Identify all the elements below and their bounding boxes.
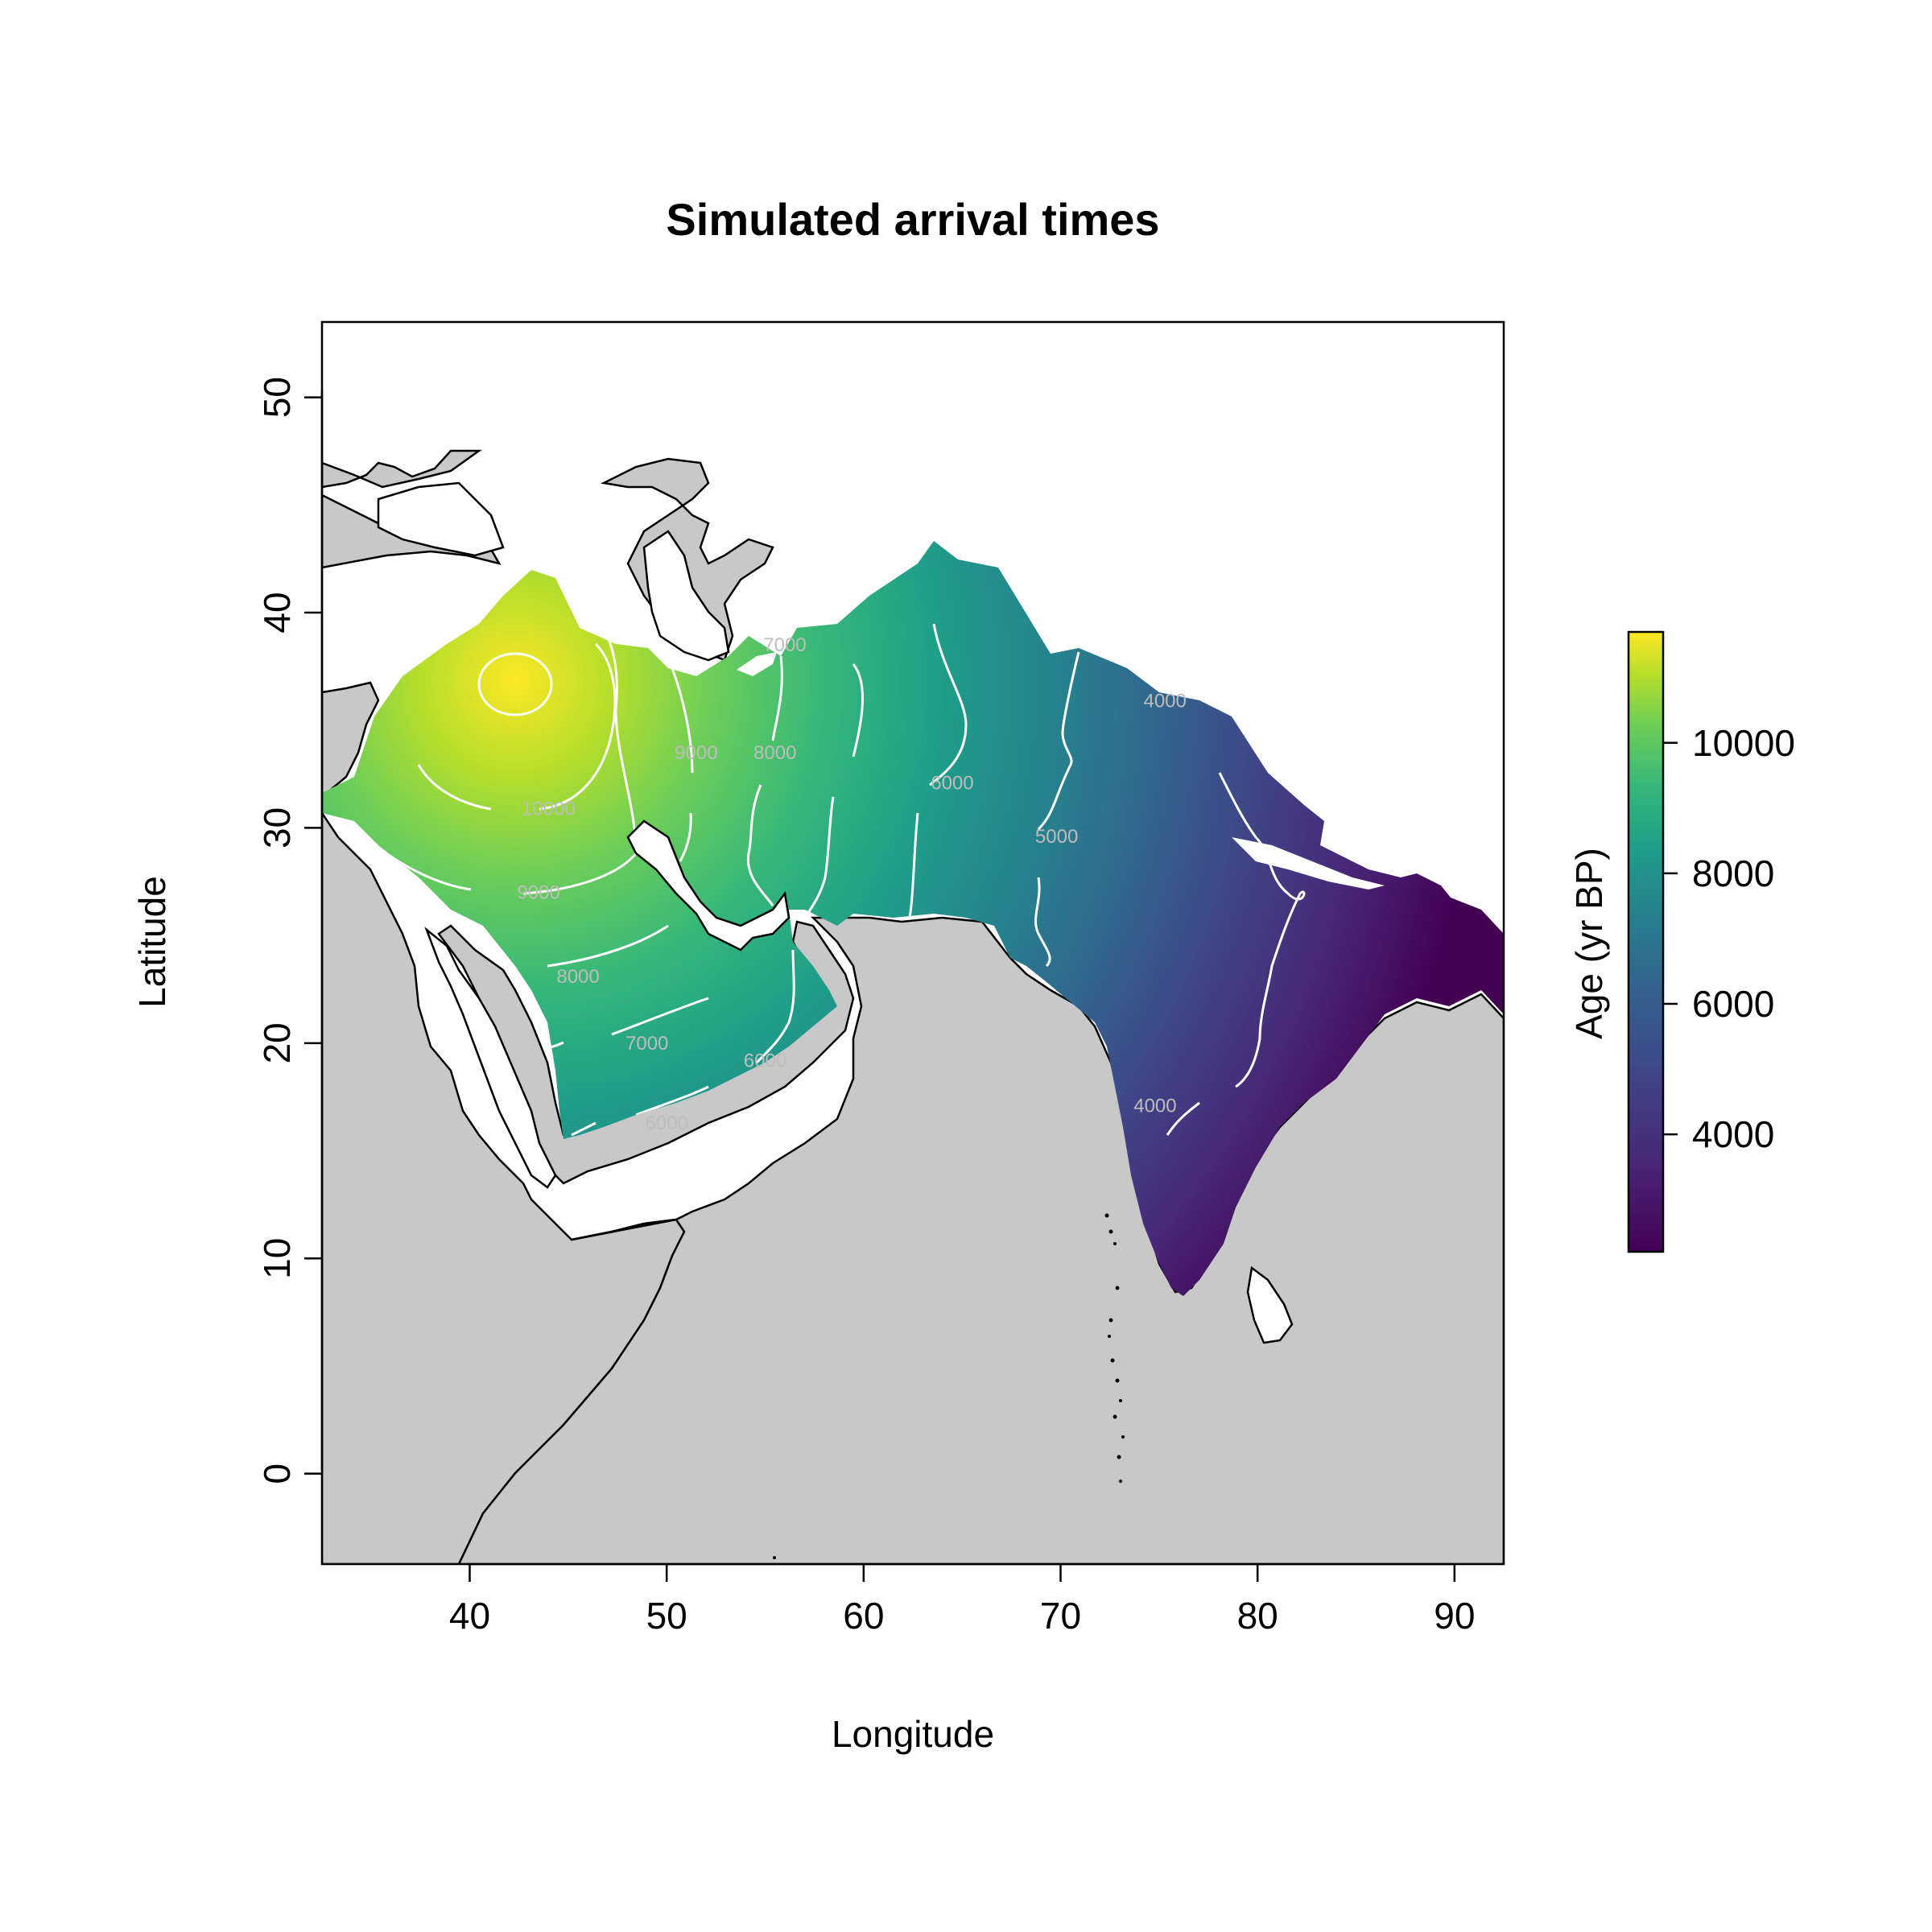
caspian-north-land [601,457,774,662]
contour-label-group: 10000 9000 8000 7000 6000 6000 9000 8000 7000 600… [517,634,1186,1134]
chart-title: Simulated arrival times [666,194,1159,245]
contour-label: 6000 [931,772,973,794]
himalaya-gap [1232,837,1385,890]
legend-title: Age (yr BP) [1568,848,1610,1039]
x-tick-label: 50 [646,1595,687,1637]
legend-colorbar [1627,630,1665,1253]
x-tick-label: 70 [1040,1595,1081,1637]
contour-label: 10000 [522,798,576,819]
persian-gulf [626,819,791,952]
contour-label: 7000 [763,634,806,656]
contour-label: 6000 [744,1050,786,1071]
x-tick-label: 80 [1237,1595,1278,1637]
black-sea [377,481,505,557]
legend-tick-label: 8000 [1692,852,1774,894]
x-axis: 40 50 60 70 80 90 [449,1563,1475,1637]
europe-land [322,449,482,489]
y-axis-label: Latitude [131,876,173,1008]
red-sea [424,927,557,1189]
y-tick-label: 40 [256,592,298,633]
hormuz-gap [737,652,777,676]
contour-label: 7000 [625,1033,668,1055]
legend: 4000 6000 8000 10000 Age (yr BP) [1568,630,1795,1253]
contour-label: 9000 [675,742,717,764]
y-tick-label: 20 [256,1022,298,1063]
contour-label: 4000 [1143,691,1186,712]
contour-label: 8000 [753,742,796,764]
contour-label: 4000 [1133,1095,1176,1117]
legend-tick-label: 10000 [1692,722,1795,764]
x-tick-label: 90 [1434,1595,1475,1637]
y-axis: 0 10 20 30 40 50 [256,377,324,1484]
contour-label: 6000 [645,1113,687,1134]
contour-label: 8000 [556,966,599,988]
legend-tick-label: 4000 [1692,1113,1774,1155]
caspian-sea [642,530,730,662]
y-tick-label: 10 [256,1238,298,1279]
contour-label: 9000 [517,882,559,904]
contour-label: 5000 [1035,826,1078,848]
map-panel: 10000 9000 8000 7000 6000 6000 9000 8000 7000 600… [322,322,1504,1564]
island-dots [773,1213,1125,1559]
x-axis-label: Longitude [832,1713,994,1755]
x-tick-label: 40 [449,1595,490,1637]
contour-lines [365,623,1306,1137]
legend-tick-label: 6000 [1692,983,1774,1025]
inland-seas [377,481,1294,1344]
sri-lanka [1246,1265,1294,1344]
gulfs [424,530,1385,1189]
y-tick-label: 30 [256,807,298,848]
y-tick-label: 0 [256,1463,298,1484]
y-tick-label: 50 [256,377,298,418]
x-tick-label: 60 [843,1595,884,1637]
